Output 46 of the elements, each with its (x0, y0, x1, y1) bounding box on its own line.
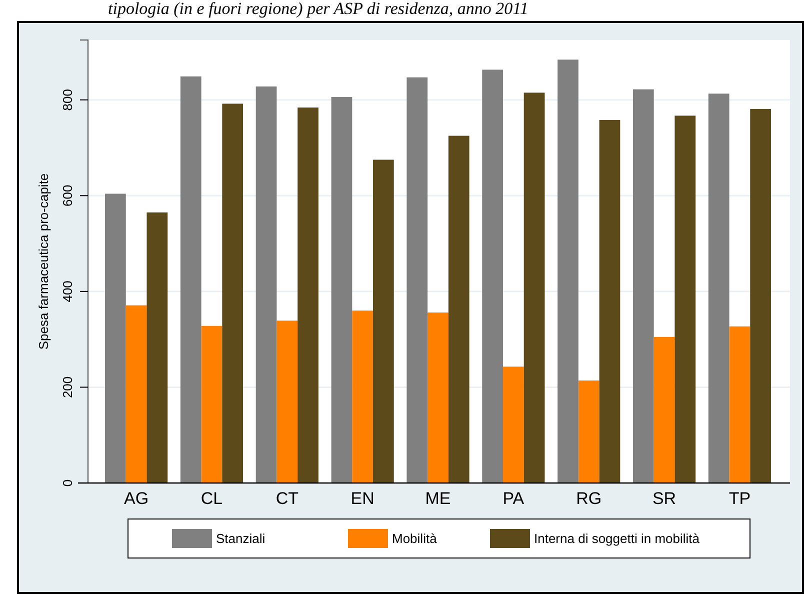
y-axis-title: Spesa farmaceutica pro-capite (36, 173, 51, 350)
bar (276, 320, 298, 483)
bar (180, 76, 202, 483)
x-tick-label: RG (576, 488, 602, 508)
bar (502, 366, 524, 483)
legend-label: Stanziali (216, 531, 266, 546)
bar (331, 96, 352, 483)
x-tick-label: EN (350, 488, 374, 508)
y-tick-label: 200 (60, 376, 75, 398)
bar (298, 108, 318, 483)
y-tick-label: 800 (60, 89, 75, 111)
legend-label: Mobilità (392, 531, 438, 546)
x-tick-label: ME (425, 488, 451, 508)
bar (524, 92, 545, 483)
bar (578, 380, 600, 483)
bar (428, 312, 448, 483)
x-tick-label: PA (502, 488, 525, 508)
bar (674, 116, 696, 483)
bar (482, 70, 503, 483)
bar (632, 89, 654, 483)
bar (654, 336, 675, 483)
bar (448, 136, 470, 483)
bar (599, 120, 620, 483)
x-tick-label: TP (728, 488, 751, 508)
bar (201, 326, 222, 483)
bar (256, 86, 277, 483)
bar (146, 212, 168, 483)
x-tick-label: AG (124, 488, 149, 508)
bar (105, 194, 126, 483)
y-tick-label: 600 (60, 184, 75, 206)
x-tick-label: CL (200, 488, 223, 508)
bar (373, 160, 394, 483)
bar (126, 305, 147, 483)
bar (222, 104, 244, 483)
chart-title: tipologia (in e fuori regione) per ASP di residenza, anno 2011 (108, 0, 528, 18)
x-tick-label: CT (276, 488, 298, 508)
bar (558, 60, 578, 483)
y-tick-label: 400 (60, 280, 75, 302)
bar (750, 108, 771, 483)
bar (406, 77, 428, 483)
x-tick-label: SR (652, 488, 676, 508)
bar (708, 94, 730, 483)
legend-label: Interna di soggetti in mobilità (534, 531, 700, 546)
y-tick-label: 0 (60, 479, 75, 487)
bar (729, 326, 750, 483)
bar (352, 310, 374, 483)
